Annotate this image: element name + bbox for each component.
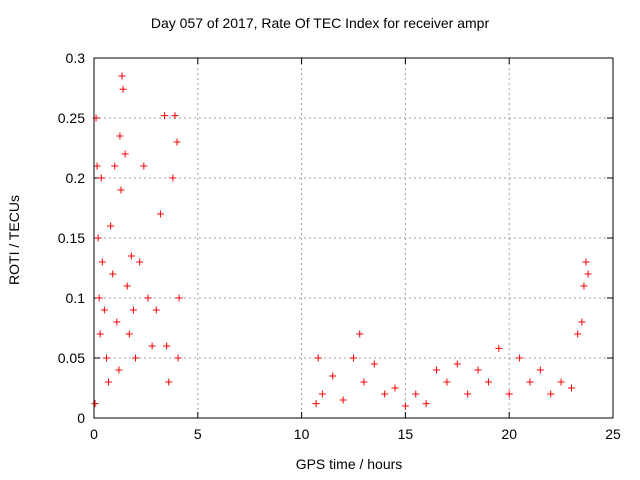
- y-tick-label: 0.15: [58, 230, 85, 246]
- data-point: [102, 354, 110, 362]
- data-point: [94, 234, 102, 242]
- data-point: [107, 222, 115, 230]
- data-point: [156, 210, 164, 218]
- data-point: [174, 354, 182, 362]
- data-point: [115, 366, 123, 374]
- data-point: [453, 360, 461, 368]
- axis-ticks: 0 5 10 15 20 25 0 0.05 0.1 0.15 0.2 0.25 0.3: [58, 50, 621, 442]
- data-point: [312, 400, 320, 408]
- x-tick-label: 10: [294, 426, 310, 442]
- data-point: [582, 258, 590, 266]
- data-point: [125, 330, 133, 338]
- data-point: [360, 378, 368, 386]
- data-point: [93, 162, 101, 170]
- data-point: [118, 72, 126, 80]
- y-tick-label: 0: [77, 410, 85, 426]
- data-point: [127, 252, 135, 260]
- data-point: [433, 366, 441, 374]
- data-point: [152, 306, 160, 314]
- data-point: [105, 378, 113, 386]
- data-point: [148, 342, 156, 350]
- plot-frame: [93, 57, 614, 419]
- data-point: [350, 354, 357, 362]
- y-tick-label: 0.3: [66, 50, 86, 66]
- data-point: [119, 85, 127, 93]
- data-point: [356, 330, 364, 338]
- data-point: [584, 270, 592, 278]
- data-point: [173, 138, 181, 146]
- x-tick-label: 0: [90, 426, 98, 442]
- data-point: [132, 354, 140, 362]
- y-tick-label: 0.2: [66, 170, 86, 186]
- data-point: [474, 366, 482, 374]
- y-tick-label: 0.1: [66, 290, 86, 306]
- data-point: [97, 174, 105, 182]
- data-point: [171, 112, 179, 120]
- data-point: [161, 112, 169, 120]
- data-point: [505, 390, 513, 398]
- data-point: [339, 396, 347, 404]
- data-point: [129, 306, 137, 314]
- data-point: [100, 306, 108, 314]
- data-point: [113, 318, 121, 326]
- data-point: [526, 378, 534, 386]
- x-tick-label: 20: [501, 426, 517, 442]
- data-point: [95, 294, 103, 302]
- data-point: [144, 294, 152, 302]
- grid: [94, 58, 613, 418]
- data-point: [109, 270, 117, 278]
- x-tick-label: 5: [194, 426, 202, 442]
- x-axis-label: GPS time / hours: [295, 456, 403, 472]
- data-point: [484, 378, 492, 386]
- data-points: [91, 72, 592, 410]
- data-point: [495, 344, 503, 352]
- data-point: [123, 282, 131, 290]
- data-point: [121, 150, 129, 158]
- data-point: [443, 378, 451, 386]
- data-point: [391, 384, 399, 392]
- data-point: [536, 366, 544, 374]
- chart-title: Day 057 of 2017, Rate Of TEC Index for r…: [150, 15, 490, 31]
- data-point: [175, 294, 183, 302]
- data-point: [381, 390, 389, 398]
- data-point: [98, 258, 106, 266]
- data-point: [567, 384, 575, 392]
- x-tick-label: 25: [605, 426, 621, 442]
- data-point: [547, 390, 555, 398]
- data-point: [401, 402, 409, 410]
- data-point: [329, 372, 337, 380]
- data-point: [169, 174, 177, 182]
- data-point: [370, 360, 378, 368]
- data-point: [318, 390, 326, 398]
- data-point: [91, 400, 99, 408]
- y-tick-label: 0.25: [58, 110, 85, 126]
- data-point: [574, 330, 582, 338]
- data-point: [557, 378, 565, 386]
- data-point: [314, 354, 322, 362]
- data-point: [422, 400, 430, 408]
- data-point: [140, 162, 148, 170]
- data-point: [578, 318, 586, 326]
- x-tick-label: 15: [398, 426, 414, 442]
- data-point: [117, 186, 125, 194]
- data-point: [412, 390, 420, 398]
- data-point: [163, 342, 171, 350]
- data-point: [580, 282, 588, 290]
- data-point: [111, 162, 119, 170]
- data-point: [136, 258, 144, 266]
- data-point: [165, 378, 173, 386]
- data-point: [116, 132, 124, 140]
- data-point: [516, 354, 524, 362]
- data-point: [464, 390, 472, 398]
- y-tick-label: 0.05: [58, 350, 85, 366]
- data-point: [96, 330, 104, 338]
